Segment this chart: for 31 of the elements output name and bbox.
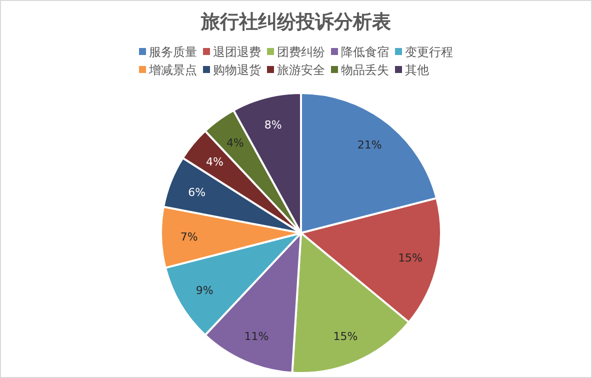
legend-label: 旅游安全: [277, 63, 325, 77]
legend-label: 团费纠纷: [277, 45, 325, 59]
legend-item: 物品丢失: [331, 63, 389, 77]
data-label: 21%: [357, 138, 382, 152]
data-label: 6%: [188, 186, 206, 199]
data-label: 11%: [244, 330, 269, 343]
legend-item: 变更行程: [395, 45, 453, 59]
legend-item: 降低食宿: [331, 45, 389, 59]
legend-label: 变更行程: [405, 45, 453, 59]
legend-item: 购物退货: [203, 63, 261, 77]
legend-item: 团费纠纷: [267, 45, 325, 59]
legend-label: 购物退货: [213, 63, 261, 77]
legend-item: 旅游安全: [267, 63, 325, 77]
data-label: 15%: [398, 251, 423, 264]
title: 旅行社纠纷投诉分析表: [201, 11, 391, 33]
legend-item: 服务质量: [139, 45, 197, 59]
legend-item: 退团退费: [203, 45, 261, 59]
data-label: 8%: [264, 118, 282, 132]
data-label: 4%: [226, 136, 244, 150]
data-label: 4%: [206, 156, 224, 169]
legend-label: 服务质量: [149, 45, 197, 59]
data-label: 15%: [333, 330, 358, 343]
data-label: 9%: [196, 284, 214, 298]
data-label: 7%: [180, 230, 198, 244]
legend-item: 增减景点: [139, 63, 197, 77]
legend-label: 退团退费: [213, 45, 261, 59]
legend-label: 物品丢失: [341, 63, 389, 77]
legend-label: 其他: [405, 63, 429, 77]
legend-label: 增减景点: [148, 63, 197, 77]
legend-item: 其他: [395, 63, 429, 77]
legend-label: 降低食宿: [341, 45, 389, 59]
